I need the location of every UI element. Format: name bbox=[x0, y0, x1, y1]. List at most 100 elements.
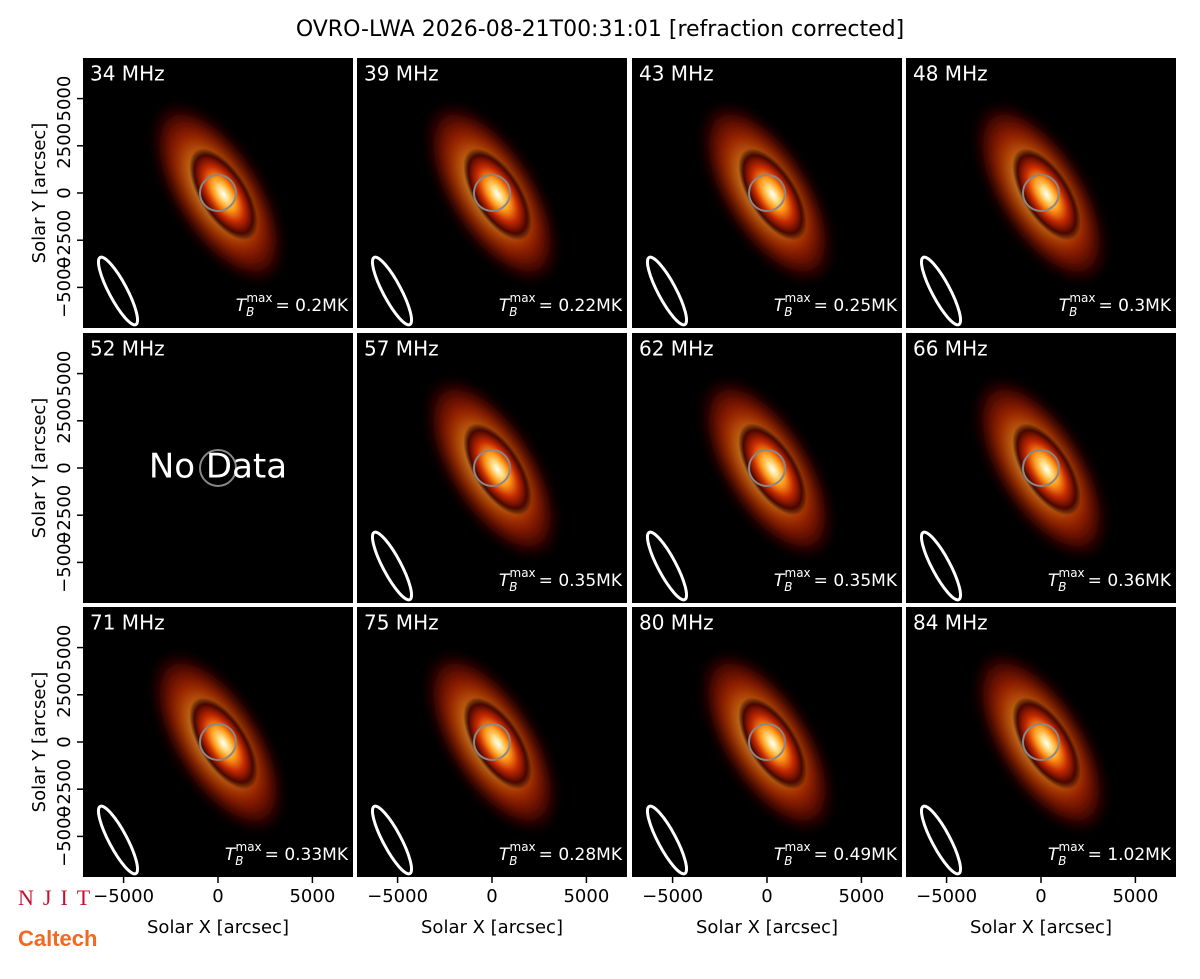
tmax-value: = 1.02MK bbox=[1088, 845, 1172, 865]
tmax-sup: max bbox=[1059, 566, 1085, 580]
frequency-label: 66 MHz bbox=[913, 337, 988, 361]
beam bbox=[370, 530, 414, 602]
tmax-sup: max bbox=[1069, 291, 1095, 305]
frequency-label: 57 MHz bbox=[364, 337, 439, 361]
tmax-sup: max bbox=[785, 566, 811, 580]
tmax-label: TBmax = 0.22MK bbox=[499, 291, 623, 319]
panel: TBmax = 0.2MK 34 MHz −5000−2500 0 25005000Sol… bbox=[29, 58, 353, 328]
solar-disk bbox=[473, 723, 511, 761]
tmax-sub: B bbox=[1069, 305, 1077, 319]
figure-title: OVRO-LWA 2026-08-21T00:31:01 [refraction… bbox=[296, 17, 904, 42]
tmax-sub: B bbox=[509, 854, 517, 868]
x-axis-label: Solar X [arcsec] bbox=[147, 917, 289, 938]
tmax-label: TBmax = 0.35MK bbox=[499, 566, 623, 594]
solar-disk bbox=[199, 174, 237, 212]
tmax-sub: B bbox=[509, 580, 517, 594]
x-tick-label: −5000 bbox=[93, 886, 154, 907]
emission-core bbox=[738, 697, 807, 790]
solar-disk bbox=[748, 174, 786, 212]
frequency-label: 34 MHz bbox=[90, 62, 165, 86]
frequency-label: 71 MHz bbox=[90, 611, 165, 635]
tmax-label: TBmax = 0.36MK bbox=[1048, 566, 1172, 594]
tmax-sup: max bbox=[236, 840, 262, 854]
tmax-value: = 0.49MK bbox=[814, 845, 898, 865]
solar-disk bbox=[748, 449, 786, 487]
emission-core bbox=[1012, 148, 1081, 241]
tmax-label: TBmax = 0.49MK bbox=[774, 840, 898, 868]
tmax-sup: max bbox=[510, 566, 536, 580]
y-tick-label: −5000 bbox=[54, 257, 75, 318]
x-tick-label: 0 bbox=[486, 886, 497, 907]
y-tick-label: −2500 bbox=[54, 759, 75, 820]
tmax-sup: max bbox=[785, 840, 811, 854]
tmax-value: = 0.2MK bbox=[276, 296, 349, 316]
y-axis-label: Solar Y [arcsec] bbox=[29, 398, 50, 539]
x-tick-label: −5000 bbox=[916, 886, 977, 907]
solar-disk bbox=[1022, 449, 1060, 487]
beam bbox=[370, 255, 414, 327]
beam bbox=[645, 255, 689, 327]
frequency-label: 80 MHz bbox=[639, 611, 714, 635]
y-tick-label: −2500 bbox=[54, 210, 75, 271]
frequency-label: 43 MHz bbox=[639, 62, 714, 86]
tmax-sub: B bbox=[784, 305, 792, 319]
tmax-label: TBmax = 0.3MK bbox=[1059, 291, 1172, 319]
x-tick-label: 5000 bbox=[563, 886, 609, 907]
y-tick-label: 2500 bbox=[54, 398, 75, 444]
y-tick-label: −5000 bbox=[54, 532, 75, 593]
tmax-symbol: T bbox=[1048, 845, 1060, 865]
no-data-note: No Data bbox=[149, 447, 287, 487]
x-tick-label: −5000 bbox=[367, 886, 428, 907]
emission-core bbox=[189, 697, 258, 790]
tmax-sup: max bbox=[510, 291, 536, 305]
radio-image bbox=[919, 100, 1109, 327]
panel: TBmax = 0.3MK 48 MHz bbox=[906, 58, 1176, 328]
tmax-value: = 0.33MK bbox=[265, 845, 349, 865]
y-tick-label: −2500 bbox=[54, 485, 75, 546]
tmax-symbol: T bbox=[499, 296, 511, 316]
tmax-value: = 0.35MK bbox=[814, 571, 898, 591]
beam bbox=[919, 255, 963, 327]
panel: TBmax = 0.35MK 62 MHz bbox=[632, 333, 902, 603]
y-axis-label: Solar Y [arcsec] bbox=[29, 672, 50, 813]
x-tick-label: 5000 bbox=[838, 886, 884, 907]
emission-core bbox=[189, 148, 258, 241]
radio-image bbox=[645, 375, 835, 602]
beam bbox=[96, 255, 140, 327]
tmax-sub: B bbox=[1058, 854, 1066, 868]
radio-image bbox=[96, 100, 286, 327]
emission-core bbox=[1012, 423, 1081, 516]
y-tick-label: 5000 bbox=[54, 351, 75, 397]
tmax-symbol: T bbox=[1059, 296, 1071, 316]
tmax-sup: max bbox=[246, 291, 272, 305]
radio-image bbox=[370, 649, 560, 876]
tmax-symbol: T bbox=[236, 296, 248, 316]
tmax-sub: B bbox=[246, 305, 254, 319]
panel-background bbox=[83, 333, 353, 603]
x-tick-label: 5000 bbox=[1112, 886, 1158, 907]
tmax-value: = 0.35MK bbox=[539, 571, 623, 591]
tmax-label: TBmax = 0.2MK bbox=[236, 291, 349, 319]
x-tick-label: −5000 bbox=[642, 886, 703, 907]
tmax-sup: max bbox=[510, 840, 536, 854]
tmax-sup: max bbox=[785, 291, 811, 305]
tmax-sub: B bbox=[509, 305, 517, 319]
solar-disk bbox=[1022, 174, 1060, 212]
y-tick-label: −5000 bbox=[54, 806, 75, 867]
frequency-label: 48 MHz bbox=[913, 62, 988, 86]
panel: TBmax = 0.22MK 39 MHz bbox=[357, 58, 627, 328]
tmax-value: = 0.25MK bbox=[814, 296, 898, 316]
emission-core bbox=[738, 423, 807, 516]
beam bbox=[645, 804, 689, 876]
tmax-value: = 0.22MK bbox=[539, 296, 623, 316]
radio-image bbox=[370, 100, 560, 327]
y-tick-label: 2500 bbox=[54, 672, 75, 718]
panel: TBmax = 0.36MK 66 MHz bbox=[906, 333, 1176, 603]
tmax-sub: B bbox=[784, 580, 792, 594]
tmax-symbol: T bbox=[499, 571, 511, 591]
frequency-label: 84 MHz bbox=[913, 611, 988, 635]
tmax-value: = 0.36MK bbox=[1088, 571, 1172, 591]
